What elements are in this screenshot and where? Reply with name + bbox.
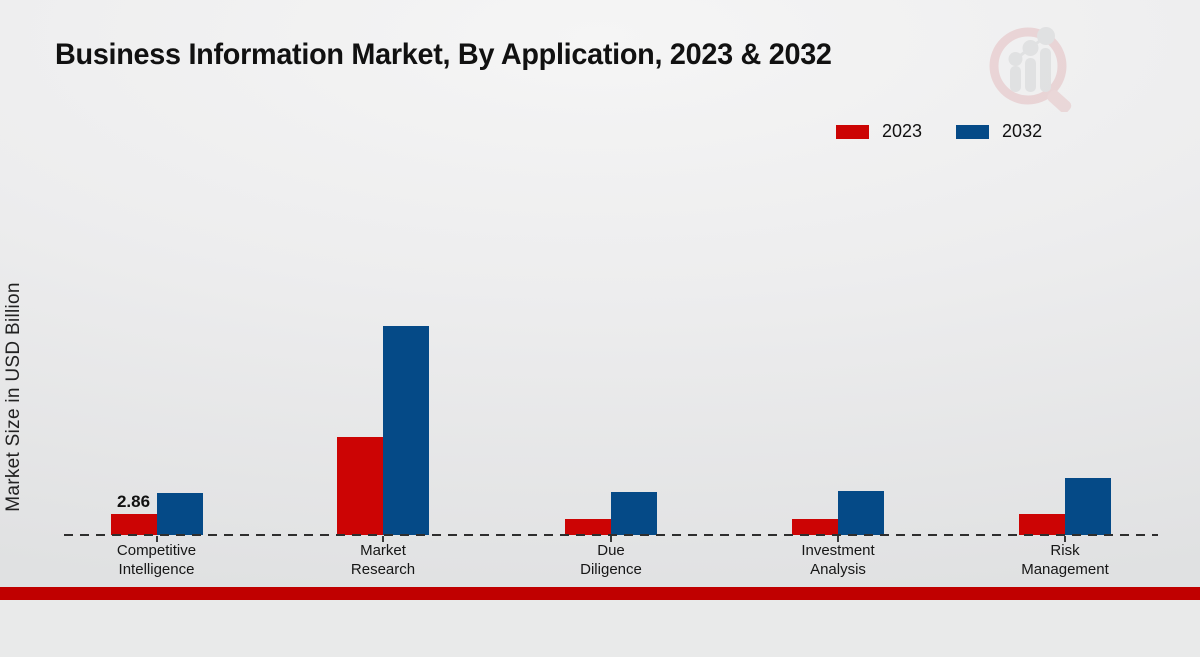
bar-2032-risk-management xyxy=(1065,478,1111,535)
chart-title: Business Information Market, By Applicat… xyxy=(55,38,832,71)
legend-item-2032: 2032 xyxy=(956,121,1042,142)
x-axis-dashed-baseline xyxy=(64,534,1158,536)
x-axis-tick xyxy=(382,536,384,542)
legend-label-2023: 2023 xyxy=(882,121,923,141)
bar-2032-investment-analysis xyxy=(838,491,884,535)
x-axis-tick xyxy=(610,536,612,542)
bar-2023-competitive-intelligence xyxy=(110,514,157,535)
legend-item-2023: 2023 xyxy=(836,121,922,142)
chart-canvas: Business Information Market, By Applicat… xyxy=(0,0,1200,600)
x-axis-tick xyxy=(1064,536,1066,542)
category-label: Due Diligence xyxy=(580,542,642,578)
bar-2023-due-diligence xyxy=(565,519,611,535)
legend-swatch-2023 xyxy=(836,124,869,139)
legend: 2023 2032 xyxy=(836,121,1042,142)
category-label: Investment Analysis xyxy=(801,542,875,578)
category-label: Market Research xyxy=(350,542,416,578)
bar-2023-investment-analysis xyxy=(792,519,838,535)
bar-2032-competitive-intelligence xyxy=(156,493,203,535)
bar-2032-due-diligence xyxy=(611,492,657,535)
footer-accent-bar xyxy=(0,587,1200,600)
legend-swatch-2032 xyxy=(956,124,990,139)
magnifier-bar-chart-logo-icon xyxy=(989,27,1072,112)
bar-2023-risk-management xyxy=(1019,514,1065,535)
bar-2032-market-research xyxy=(383,326,429,535)
x-axis-tick xyxy=(155,536,158,542)
category-label: Risk Management xyxy=(1021,542,1109,578)
x-axis-tick xyxy=(837,536,839,542)
plot-area: 2.86 Competitive Intelligence Market Resea… xyxy=(110,326,1111,578)
category-label: Competitive Intelligence xyxy=(116,542,197,578)
legend-label-2032: 2032 xyxy=(1002,121,1043,141)
bar-2023-market-research xyxy=(337,437,383,535)
bar-value-label: 2.86 xyxy=(116,492,151,511)
